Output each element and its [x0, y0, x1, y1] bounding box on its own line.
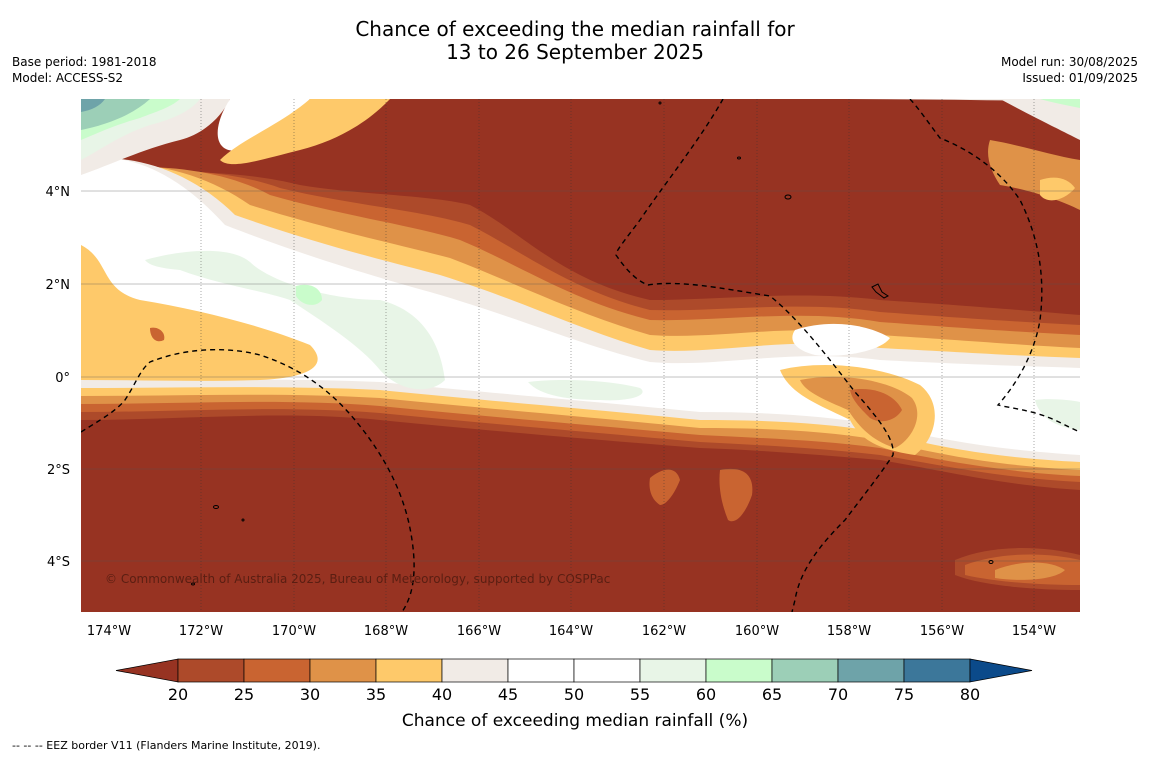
- southeast-blob-35: [995, 562, 1065, 580]
- colorbar-tick-label: 25: [234, 685, 254, 704]
- meta-right: Model run: 30/08/2025 Issued: 01/09/2025: [1001, 54, 1138, 86]
- north-band-45: [230, 99, 1080, 102]
- ne-corner-60: [1040, 99, 1080, 108]
- island-h: [988, 560, 994, 564]
- green-patch-a: [145, 250, 445, 390]
- island-e: [213, 505, 219, 509]
- colorbar-tick-label: 80: [960, 685, 980, 704]
- lon-label-158w: 158°W: [827, 624, 871, 639]
- green-patch-d: [296, 284, 322, 305]
- colorbar-tick-label: 65: [762, 685, 782, 704]
- colorbar-box: [243, 658, 311, 683]
- island-d: [871, 283, 889, 299]
- colorbar-box: [177, 658, 245, 683]
- colorbar-tick-label: 60: [696, 685, 716, 704]
- colorbar-extend-low: [115, 658, 179, 683]
- island-a: [784, 194, 792, 200]
- lon-label-170w: 170°W: [272, 624, 316, 639]
- base-period: Base period: 1981-2018: [12, 55, 157, 69]
- islands: [191, 101, 994, 586]
- lon-label-168w: 168°W: [364, 624, 408, 639]
- colorbar-tick-label: 45: [498, 685, 518, 704]
- green-patch-c: [1035, 399, 1080, 430]
- title-line-2: 13 to 26 September 2025: [446, 40, 704, 64]
- lon-label-174w: 174°W: [87, 624, 131, 639]
- lon-label-160w: 160°W: [735, 624, 779, 639]
- eez-borders: [81, 99, 1080, 612]
- colorbar: 20 25 30 35 40 45 50 55 60 65 70 75 80: [115, 658, 1033, 704]
- colorbar-box: [573, 658, 641, 683]
- model-run: Model run: 30/08/2025: [1000, 55, 1138, 69]
- colorbar-box: [771, 658, 839, 683]
- island-f: [241, 518, 245, 522]
- issued-date: Issued: 01/09/2025: [1022, 71, 1138, 85]
- island-g: [191, 582, 195, 586]
- colorbar-tick-label: 50: [564, 685, 584, 704]
- south-protrusion-b: [719, 468, 753, 522]
- nw-corner-65: [81, 99, 150, 130]
- east-white-lobe: [792, 323, 890, 356]
- lat-label-4n: 4°N: [46, 185, 71, 200]
- eez-footer-note: -- -- -- EEZ border V11 (Flanders Marine…: [12, 739, 321, 752]
- lon-label-162w: 162°W: [642, 624, 686, 639]
- colorbar-box: [507, 658, 575, 683]
- colorbar-tick-label: 35: [366, 685, 386, 704]
- colorbar-tick-label: 20: [168, 685, 188, 704]
- north-40-strip: [220, 99, 390, 165]
- map-field: [81, 99, 1080, 612]
- lon-labels: 174°W 172°W 170°W 168°W 166°W 164°W 162°…: [87, 624, 1056, 639]
- lat-label-2n: 2°N: [46, 278, 71, 293]
- colorbar-tick-label: 40: [432, 685, 452, 704]
- copyright-text: © Commonwealth of Australia 2025, Bureau…: [105, 572, 610, 586]
- lon-label-166w: 166°W: [457, 624, 501, 639]
- model-name: Model: ACCESS-S2: [12, 71, 124, 85]
- colorbar-tick-label: 30: [300, 685, 320, 704]
- north-white-strip: [217, 99, 310, 151]
- colorbar-box: [705, 658, 773, 683]
- island-c: [658, 101, 662, 105]
- west-blob-35: [150, 327, 165, 342]
- colorbar-tick-label: 70: [828, 685, 848, 704]
- colorbar-box: [639, 658, 707, 683]
- ne-band-40: [1040, 177, 1075, 201]
- colorbar-tick-label: 75: [894, 685, 914, 704]
- lat-label-2s: 2°S: [47, 463, 70, 478]
- lat-label-0: 0°: [55, 371, 70, 386]
- lon-label-156w: 156°W: [920, 624, 964, 639]
- colorbar-box: [903, 658, 971, 683]
- colorbar-box: [441, 658, 509, 683]
- colorbar-title: Chance of exceeding median rainfall (%): [402, 711, 748, 731]
- lat-gridlines: [81, 190, 1080, 562]
- east-lobe-30: [850, 389, 902, 422]
- island-b: [737, 156, 741, 160]
- eez-border-west: [81, 348, 415, 612]
- ne-corner-45: [1000, 99, 1080, 140]
- colorbar-extend-high: [969, 658, 1033, 683]
- lat-labels: 4°N 2°N 0° 2°S 4°S: [46, 185, 71, 570]
- south-protrusion-a: [649, 469, 680, 505]
- colorbar-box: [375, 658, 443, 683]
- map-title: Chance of exceeding the median rainfall …: [0, 18, 1150, 64]
- meta-left: Base period: 1981-2018 Model: ACCESS-S2: [12, 54, 157, 86]
- colorbar-tick-label: 55: [630, 685, 650, 704]
- colorbar-box: [837, 658, 905, 683]
- lat-label-4s: 4°S: [47, 555, 70, 570]
- nw-corner-70: [81, 99, 105, 112]
- colorbar-box: [309, 658, 377, 683]
- west-blob-40: [81, 245, 318, 381]
- green-patch-b: [528, 380, 643, 401]
- lon-label-172w: 172°W: [179, 624, 223, 639]
- lon-label-154w: 154°W: [1012, 624, 1056, 639]
- lon-label-164w: 164°W: [549, 624, 593, 639]
- title-line-1: Chance of exceeding the median rainfall …: [355, 17, 795, 41]
- east-lobe-35: [800, 376, 918, 448]
